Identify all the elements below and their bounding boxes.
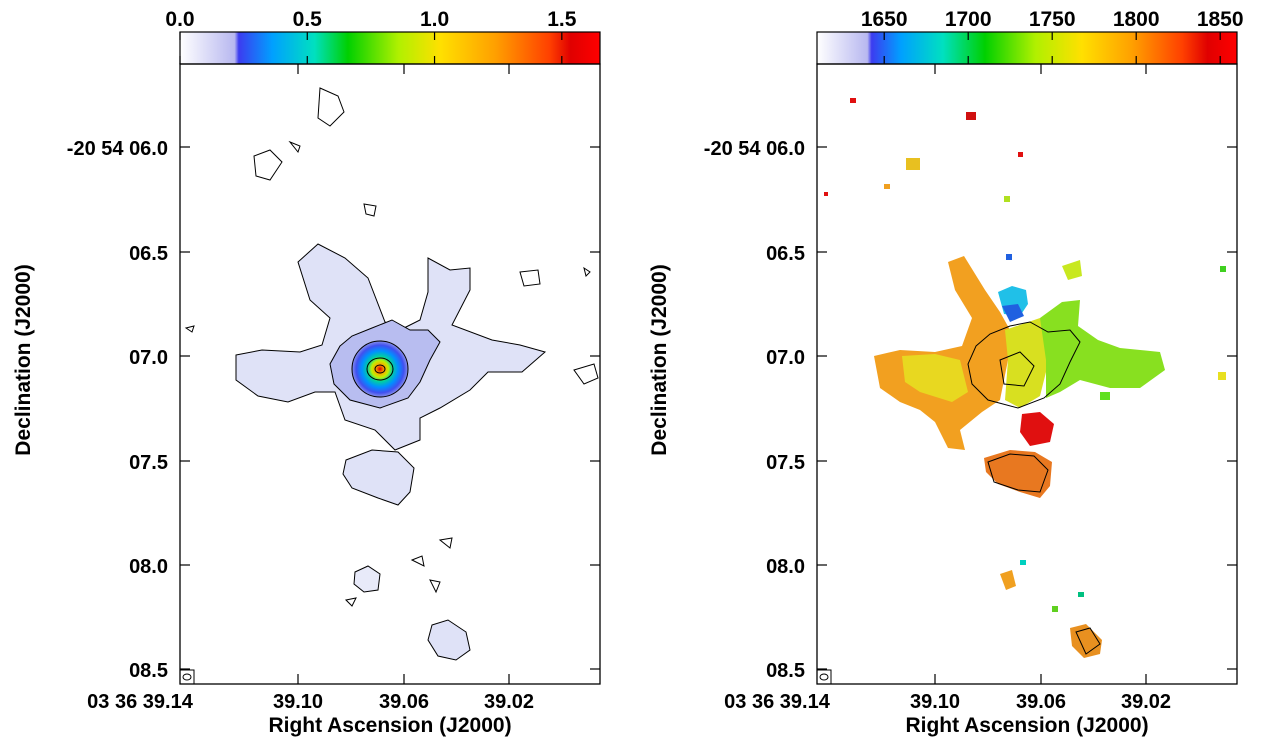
- right-colorbar: [816, 31, 1238, 65]
- left-ytick-2: 07.0: [129, 347, 168, 369]
- left-xtick-2: 39.06: [379, 691, 429, 713]
- right-ytick-2: 07.0: [766, 347, 805, 369]
- right-colorbar-tick-label-4: 1850: [1197, 8, 1244, 31]
- left-core-peak: [374, 364, 386, 374]
- left-beam-box: [179, 669, 195, 685]
- right-lower-blob: [984, 450, 1052, 498]
- right-colorbar-ticks: 1650 1700 1750 1800 1850: [861, 8, 1244, 64]
- right-specks: [824, 98, 1226, 612]
- right-ylabel: Declination (J2000): [648, 264, 671, 455]
- left-colorbar-tick-label-2: 1.0: [420, 8, 449, 31]
- right-colorbar-tick-label-0: 1650: [861, 8, 908, 31]
- left-core: [351, 340, 409, 398]
- left-plot-frame: [179, 63, 601, 685]
- left-colorbar-tick-label-1: 0.5: [293, 8, 323, 31]
- right-green-region: [1040, 300, 1165, 398]
- right-yellow-center: [1005, 318, 1048, 408]
- right-ytick-3: 07.5: [766, 452, 805, 474]
- left-xtick-3: 39.02: [484, 691, 534, 713]
- right-xtick-2: 39.06: [1016, 691, 1066, 713]
- left-ytick-5: 08.5: [129, 660, 168, 682]
- left-core-inner: [366, 357, 394, 381]
- right-colorbar-tick-label-3: 1800: [1113, 8, 1160, 31]
- right-panel: 1650 1700 1750 1800 1850: [648, 8, 1244, 737]
- left-ytick-4: 08.0: [129, 556, 168, 578]
- left-xtick-0: 03 36 39.14: [87, 691, 194, 713]
- right-xtick-0: 03 36 39.14: [724, 691, 831, 713]
- left-intensity-map: [184, 87, 599, 661]
- right-contours: [967, 321, 1101, 655]
- right-xlabel: Right Ascension (J2000): [905, 714, 1148, 737]
- right-ytick-4: 08.0: [766, 556, 805, 578]
- right-red-patch: [1020, 412, 1054, 446]
- right-yellow-region: [902, 354, 968, 402]
- right-colorbar-tick-label-2: 1750: [1029, 8, 1076, 31]
- left-ylabel: Declination (J2000): [12, 264, 35, 455]
- right-velocity-map: [824, 98, 1226, 658]
- right-blue-patch: [1002, 304, 1024, 322]
- right-beam-ellipse: [819, 673, 829, 681]
- left-beam-ellipse: [182, 673, 192, 681]
- left-colorbar-tick-label-0: 0.0: [165, 8, 194, 31]
- left-colorbar: [179, 31, 601, 65]
- left-xlabel: Right Ascension (J2000): [268, 714, 511, 737]
- left-specks: [184, 87, 599, 607]
- left-lower-blob: [342, 449, 415, 506]
- left-xtick-1: 39.10: [273, 691, 323, 713]
- right-ytick-1: 06.5: [766, 243, 805, 265]
- left-colorbar-ticks: 0.0 0.5 1.0 1.5: [165, 8, 577, 64]
- right-plot-frame: [816, 63, 1238, 685]
- right-green-north: [1062, 260, 1082, 280]
- right-small-blob: [1000, 570, 1016, 590]
- right-xtick-3: 39.02: [1121, 691, 1171, 713]
- right-beam-box: [816, 669, 832, 685]
- right-bottom-blob: [1070, 624, 1102, 658]
- left-ytick-3: 07.5: [129, 452, 168, 474]
- right-ytick-5: 08.5: [766, 660, 805, 682]
- left-small-blob: [353, 565, 381, 593]
- left-axis-ticks: [180, 64, 600, 684]
- left-ytick-0: -20 54 06.0: [67, 138, 168, 160]
- right-orange-region: [874, 256, 1010, 450]
- left-bottom-blob: [427, 619, 471, 661]
- left-colorbar-tick-label-3: 1.5: [547, 8, 577, 31]
- right-xtick-1: 39.10: [910, 691, 960, 713]
- right-ytick-0: -20 54 06.0: [704, 138, 805, 160]
- left-ytick-1: 06.5: [129, 243, 168, 265]
- right-axis-ticks: [817, 64, 1237, 684]
- right-colorbar-tick-label-1: 1700: [945, 8, 992, 31]
- left-panel: 0.0 0.5 1.0 1.5: [12, 8, 601, 737]
